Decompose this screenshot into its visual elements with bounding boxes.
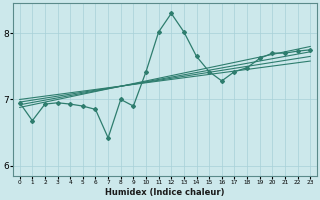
X-axis label: Humidex (Indice chaleur): Humidex (Indice chaleur) — [105, 188, 225, 197]
